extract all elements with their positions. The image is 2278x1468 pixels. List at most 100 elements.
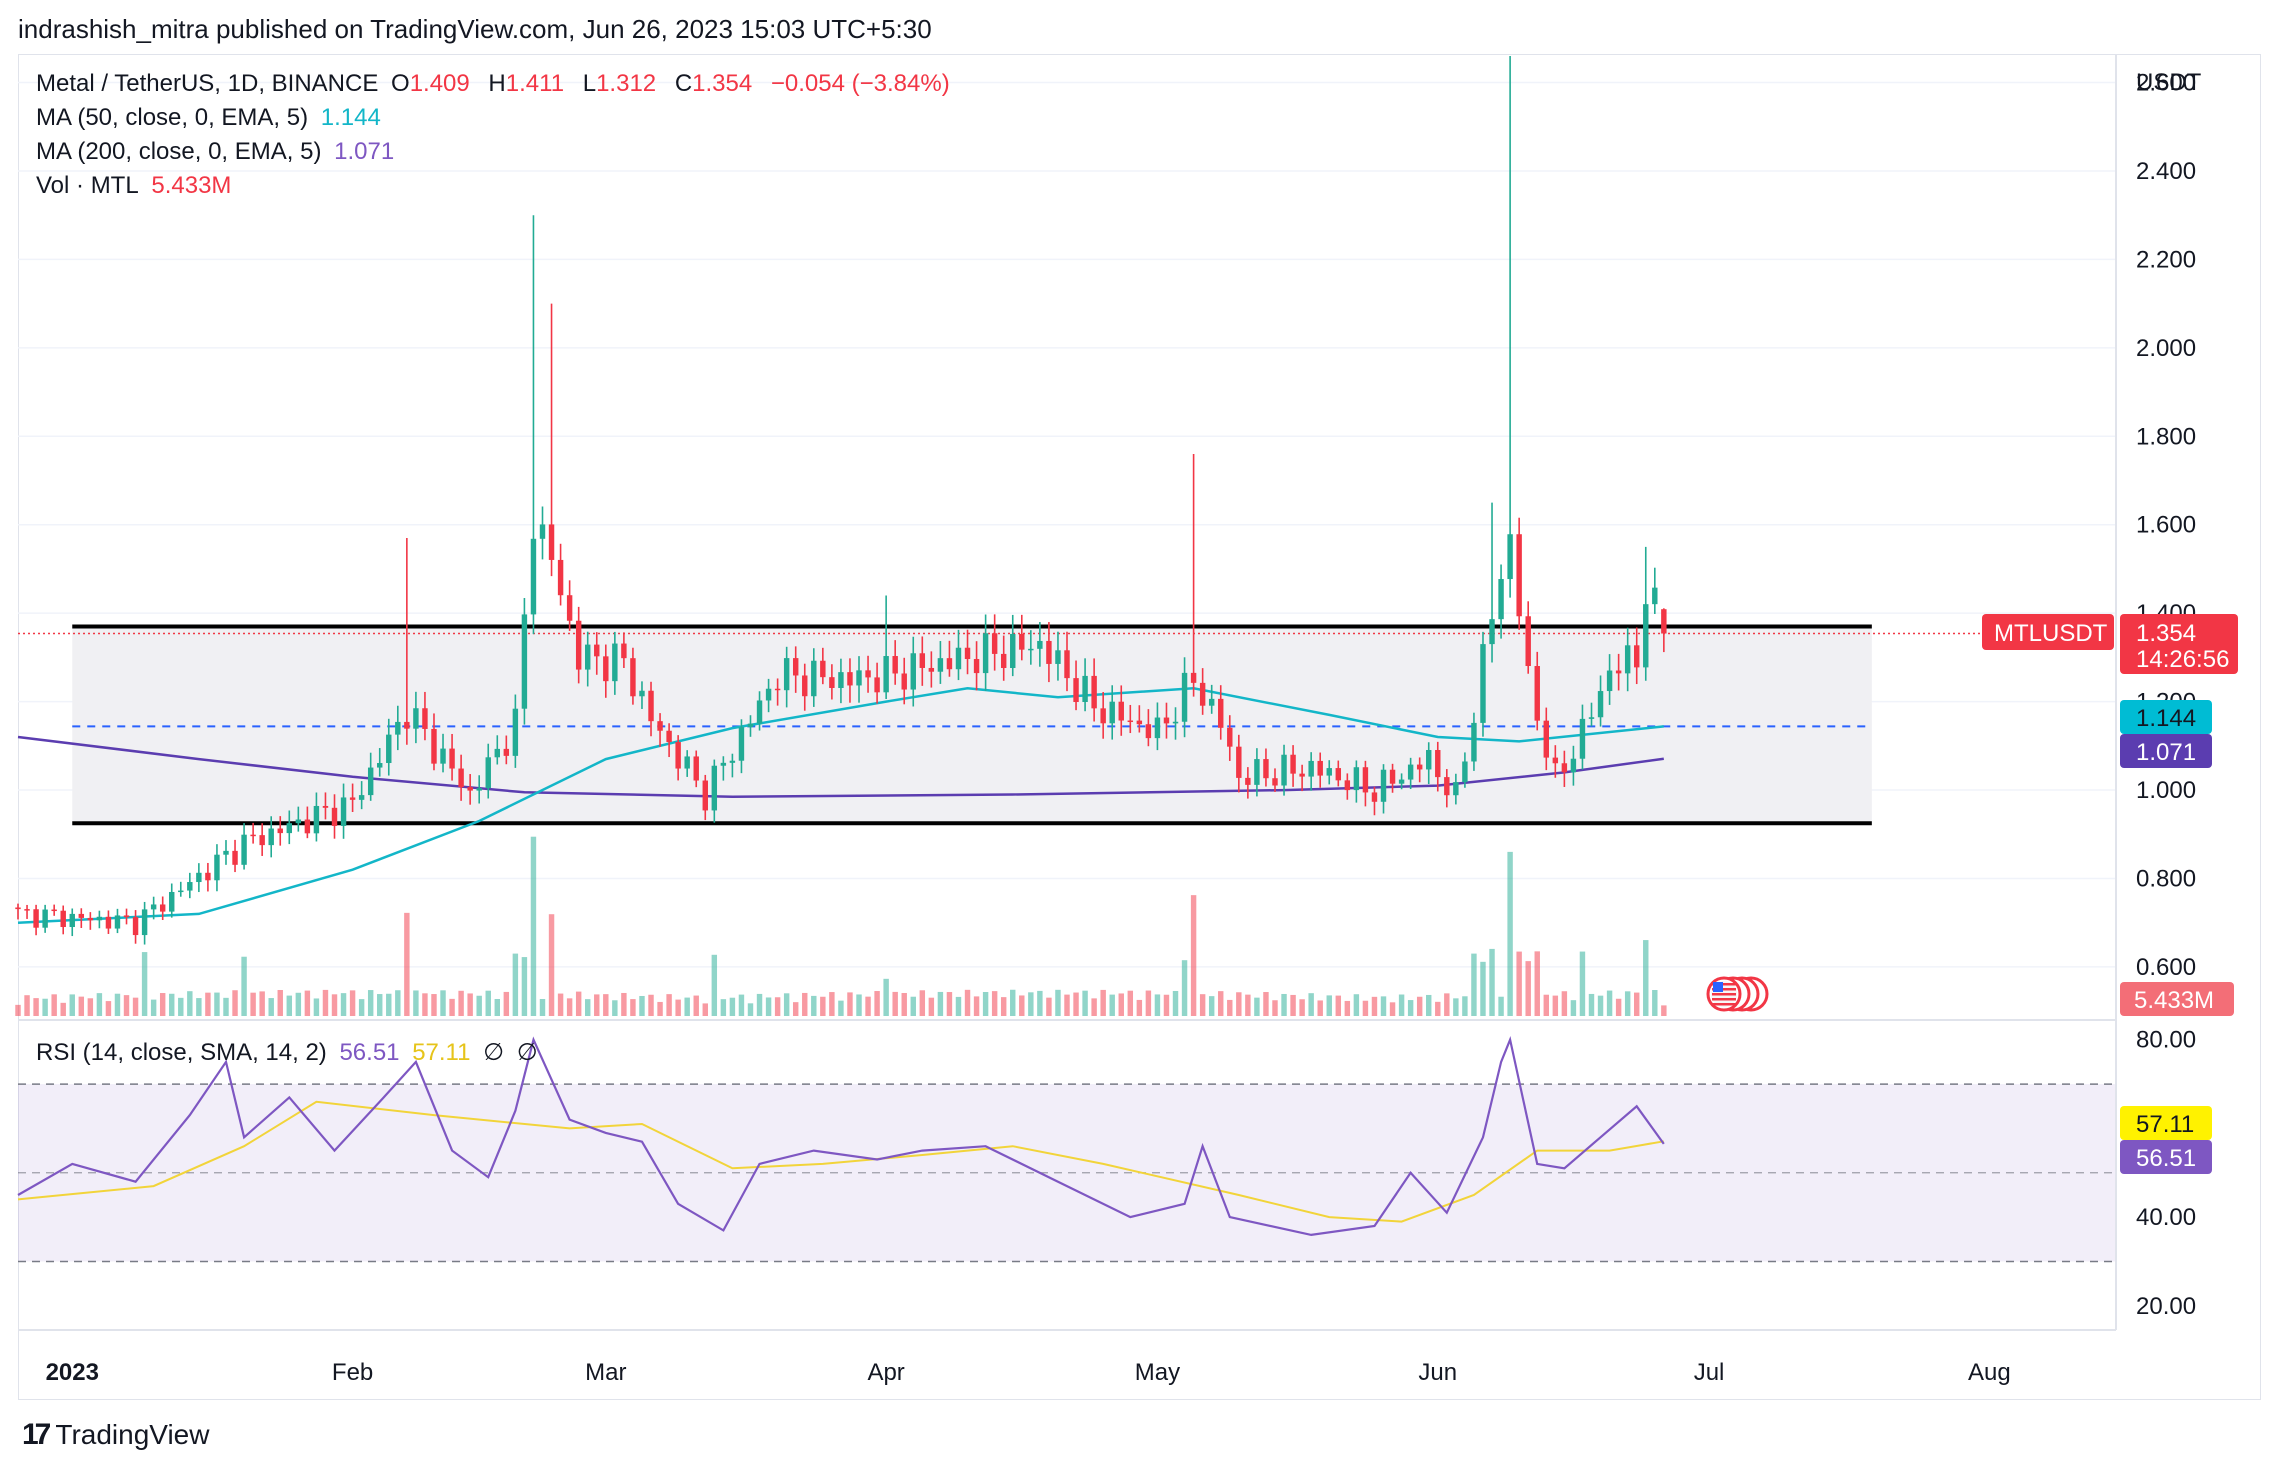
volume-bar <box>1516 951 1522 1016</box>
ma50-legend[interactable]: MA (50, close, 0, EMA, 5) 1.144 <box>36 104 387 132</box>
volume-bar <box>1109 994 1115 1016</box>
candle-body <box>1389 769 1396 784</box>
volume-bar <box>241 956 247 1016</box>
candle-body <box>1416 764 1423 770</box>
volume-bar <box>630 999 636 1016</box>
volume-bar <box>1525 961 1531 1016</box>
candle-body <box>232 850 238 865</box>
volume-legend[interactable]: Vol · MTL 5.433M <box>36 172 237 200</box>
candle-body <box>1000 653 1007 669</box>
candle-body <box>1181 672 1188 722</box>
volume-bar <box>358 999 365 1016</box>
volume-bar <box>322 989 329 1016</box>
candle-body <box>856 670 862 686</box>
candle-body <box>838 672 844 688</box>
candle-body <box>1371 792 1378 802</box>
candle-body <box>955 647 962 670</box>
candle-body <box>1435 750 1441 778</box>
ma200-line <box>17 735 1664 798</box>
volume-bar <box>1579 951 1586 1016</box>
candle-body <box>386 734 392 764</box>
volume-bar <box>675 999 681 1016</box>
high-label: H <box>488 70 506 97</box>
volume-bar <box>991 991 998 1016</box>
volume-bar <box>955 996 962 1016</box>
candle-body <box>1426 750 1432 770</box>
chart-frame[interactable] <box>18 54 2261 1400</box>
candle-body <box>440 748 446 764</box>
volume-bar <box>1380 996 1387 1016</box>
candle-body <box>322 805 329 808</box>
candle-body <box>15 907 21 910</box>
candle-body <box>774 688 781 691</box>
ma50-badge: 1.144 <box>2120 700 2212 734</box>
ma200-legend[interactable]: MA (200, close, 0, EMA, 5) 1.071 <box>36 138 400 166</box>
volume-bar <box>539 998 546 1016</box>
candle-body <box>1199 682 1206 706</box>
volume-bar <box>811 995 817 1016</box>
candle-body <box>123 915 130 918</box>
volume-bar <box>123 995 130 1016</box>
ma50-line <box>17 687 1664 924</box>
volume-bar <box>96 993 103 1016</box>
volume-bar <box>1290 994 1296 1016</box>
candle-body <box>1543 720 1549 758</box>
volume-bar <box>557 993 564 1016</box>
volume-bar <box>431 994 437 1016</box>
candle-body <box>612 643 618 682</box>
candle-body <box>1073 678 1079 703</box>
volume-bar <box>42 998 48 1016</box>
candle-body <box>811 660 817 697</box>
volume-bar <box>856 994 862 1016</box>
volume-bar <box>105 1001 112 1016</box>
candle-body <box>820 660 826 678</box>
tradingview-brand[interactable]: 17 TradingView <box>22 1418 209 1452</box>
volume-bar <box>973 996 980 1016</box>
candle-body <box>69 913 75 928</box>
volume-bar <box>847 992 853 1016</box>
candle-body <box>1588 717 1595 719</box>
candle-body <box>666 730 672 743</box>
volume-bar <box>1000 997 1007 1016</box>
candle-body <box>33 909 39 928</box>
candle-body <box>991 633 998 654</box>
volume-bar <box>747 1003 754 1016</box>
volume-bar <box>1426 994 1432 1016</box>
candle-body <box>404 721 410 729</box>
price-badge: 1.354 14:26:56 <box>2120 614 2238 674</box>
volume-bar <box>774 997 781 1016</box>
candle-body <box>874 677 880 693</box>
candle-body <box>1272 778 1278 786</box>
rsi-sma-badge-value: 57.11 <box>2136 1111 2194 1138</box>
volume-bar <box>1416 996 1423 1016</box>
volume-bar <box>612 1000 618 1016</box>
candle-body <box>169 891 175 912</box>
volume-bar <box>1281 993 1287 1016</box>
rsi-legend[interactable]: RSI (14, close, SMA, 14, 2) 56.51 57.11 … <box>36 1038 544 1067</box>
volume-bar <box>386 993 392 1016</box>
volume-bar <box>1236 992 1242 1016</box>
flag-stripe <box>1712 988 1736 991</box>
rsi-axis-ticks: 80.00 40.00 20.00 <box>2136 1027 2196 1320</box>
candle-body <box>377 763 383 768</box>
rsi-badge-value: 56.51 <box>2136 1145 2196 1172</box>
volume-bar <box>1136 999 1143 1016</box>
volume-bar <box>1199 994 1206 1016</box>
candle-body <box>630 658 636 697</box>
volume-bar <box>367 990 374 1016</box>
rsi-value: 56.51 <box>339 1039 400 1066</box>
candle-body <box>223 850 229 855</box>
change-value: −0.054 (−3.84%) <box>770 70 950 97</box>
volume-bar <box>1435 1001 1441 1016</box>
candle-body <box>1453 782 1459 796</box>
ma200-badge-value: 1.071 <box>2136 739 2196 766</box>
volume-bar <box>1218 991 1224 1016</box>
volume-bar <box>87 998 94 1016</box>
price-tick-label: 2.600 <box>2136 70 2196 97</box>
volume-bar <box>78 996 85 1016</box>
volume-bar <box>1118 993 1124 1016</box>
candle-body <box>964 647 971 660</box>
candle-body <box>431 728 437 764</box>
volume-bar <box>150 999 157 1016</box>
